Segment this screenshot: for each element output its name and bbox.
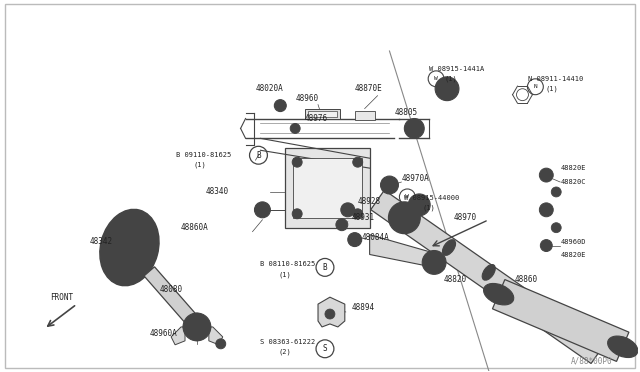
Circle shape (325, 309, 335, 319)
Ellipse shape (122, 239, 136, 256)
Text: B: B (256, 151, 260, 160)
Text: B 09110-81625: B 09110-81625 (176, 152, 231, 158)
Ellipse shape (442, 240, 456, 256)
Circle shape (417, 203, 421, 207)
Circle shape (540, 203, 553, 217)
Text: S: S (323, 344, 327, 353)
Circle shape (295, 212, 299, 216)
Circle shape (353, 209, 363, 219)
Polygon shape (371, 190, 605, 363)
Ellipse shape (107, 218, 152, 277)
Circle shape (205, 324, 211, 330)
Circle shape (540, 240, 552, 251)
Polygon shape (144, 267, 196, 324)
Text: W: W (406, 195, 409, 199)
Polygon shape (285, 148, 370, 228)
Ellipse shape (484, 283, 514, 305)
Text: 48084A: 48084A (362, 233, 389, 242)
Text: N 08911-14410: N 08911-14410 (529, 76, 584, 82)
Circle shape (290, 124, 300, 134)
Polygon shape (492, 280, 629, 362)
Circle shape (348, 232, 362, 247)
Text: 48820E: 48820E (560, 165, 586, 171)
Text: 48340: 48340 (206, 187, 229, 196)
Circle shape (216, 339, 226, 349)
Ellipse shape (607, 336, 638, 357)
Circle shape (408, 194, 430, 216)
Text: 48860A: 48860A (181, 223, 209, 232)
Text: W: W (435, 76, 438, 81)
Text: W 08915-44000: W 08915-44000 (404, 195, 460, 201)
Text: B 08110-81625: B 08110-81625 (260, 262, 316, 267)
Polygon shape (209, 327, 223, 345)
Polygon shape (171, 327, 185, 345)
Circle shape (194, 313, 200, 319)
Circle shape (388, 202, 420, 234)
Text: (1): (1) (444, 76, 457, 82)
Circle shape (435, 77, 459, 101)
Text: 48960D: 48960D (560, 238, 586, 244)
Circle shape (540, 168, 553, 182)
Circle shape (341, 203, 355, 217)
Text: FRONT: FRONT (51, 293, 74, 302)
Circle shape (444, 86, 450, 92)
Text: 48080: 48080 (159, 285, 182, 294)
Circle shape (381, 176, 399, 194)
Text: N: N (534, 84, 537, 89)
Text: 48820C: 48820C (560, 179, 586, 185)
Circle shape (431, 259, 437, 265)
Circle shape (404, 119, 424, 138)
Polygon shape (305, 109, 340, 119)
Circle shape (183, 313, 211, 341)
Polygon shape (318, 297, 345, 327)
Text: (1): (1) (545, 86, 558, 92)
Circle shape (387, 183, 392, 187)
Ellipse shape (100, 209, 159, 286)
Circle shape (356, 160, 360, 164)
Ellipse shape (482, 264, 495, 280)
Circle shape (401, 214, 408, 222)
Text: W 08915-1441A: W 08915-1441A (429, 66, 484, 72)
Text: 48928: 48928 (358, 198, 381, 206)
Circle shape (275, 100, 286, 112)
Polygon shape (293, 158, 362, 218)
Circle shape (295, 160, 299, 164)
Circle shape (551, 223, 561, 232)
Text: (2): (2) (278, 349, 291, 355)
Ellipse shape (115, 229, 144, 266)
Text: 48342: 48342 (90, 237, 113, 246)
Text: 48020A: 48020A (255, 84, 284, 93)
Circle shape (292, 157, 302, 167)
Circle shape (183, 324, 189, 330)
Circle shape (551, 187, 561, 197)
Circle shape (194, 335, 200, 341)
Text: (1): (1) (278, 271, 291, 278)
Text: 48870E: 48870E (355, 84, 383, 93)
Text: 48970: 48970 (454, 213, 477, 222)
Text: 48820E: 48820E (560, 253, 586, 259)
Text: 48960A: 48960A (149, 329, 177, 339)
Text: 48805: 48805 (394, 108, 417, 117)
Circle shape (292, 209, 302, 219)
Circle shape (336, 219, 348, 231)
Text: (1): (1) (194, 162, 207, 169)
Text: B: B (323, 263, 327, 272)
Text: 48976: 48976 (305, 114, 328, 123)
Circle shape (422, 250, 446, 274)
Text: 48970A: 48970A (401, 174, 429, 183)
Circle shape (353, 157, 363, 167)
Polygon shape (355, 110, 374, 121)
Polygon shape (370, 235, 444, 269)
Text: A/88*00P0: A/88*00P0 (571, 356, 612, 365)
Text: 48860: 48860 (515, 275, 538, 284)
Text: 48820: 48820 (444, 275, 467, 284)
Text: 48960: 48960 (295, 94, 318, 103)
Polygon shape (308, 110, 337, 116)
Text: (1): (1) (422, 205, 435, 211)
Text: S 08363-61222: S 08363-61222 (260, 339, 316, 345)
Circle shape (255, 202, 270, 218)
Text: 48931: 48931 (352, 213, 375, 222)
Circle shape (356, 212, 360, 216)
Text: 48894: 48894 (352, 302, 375, 312)
